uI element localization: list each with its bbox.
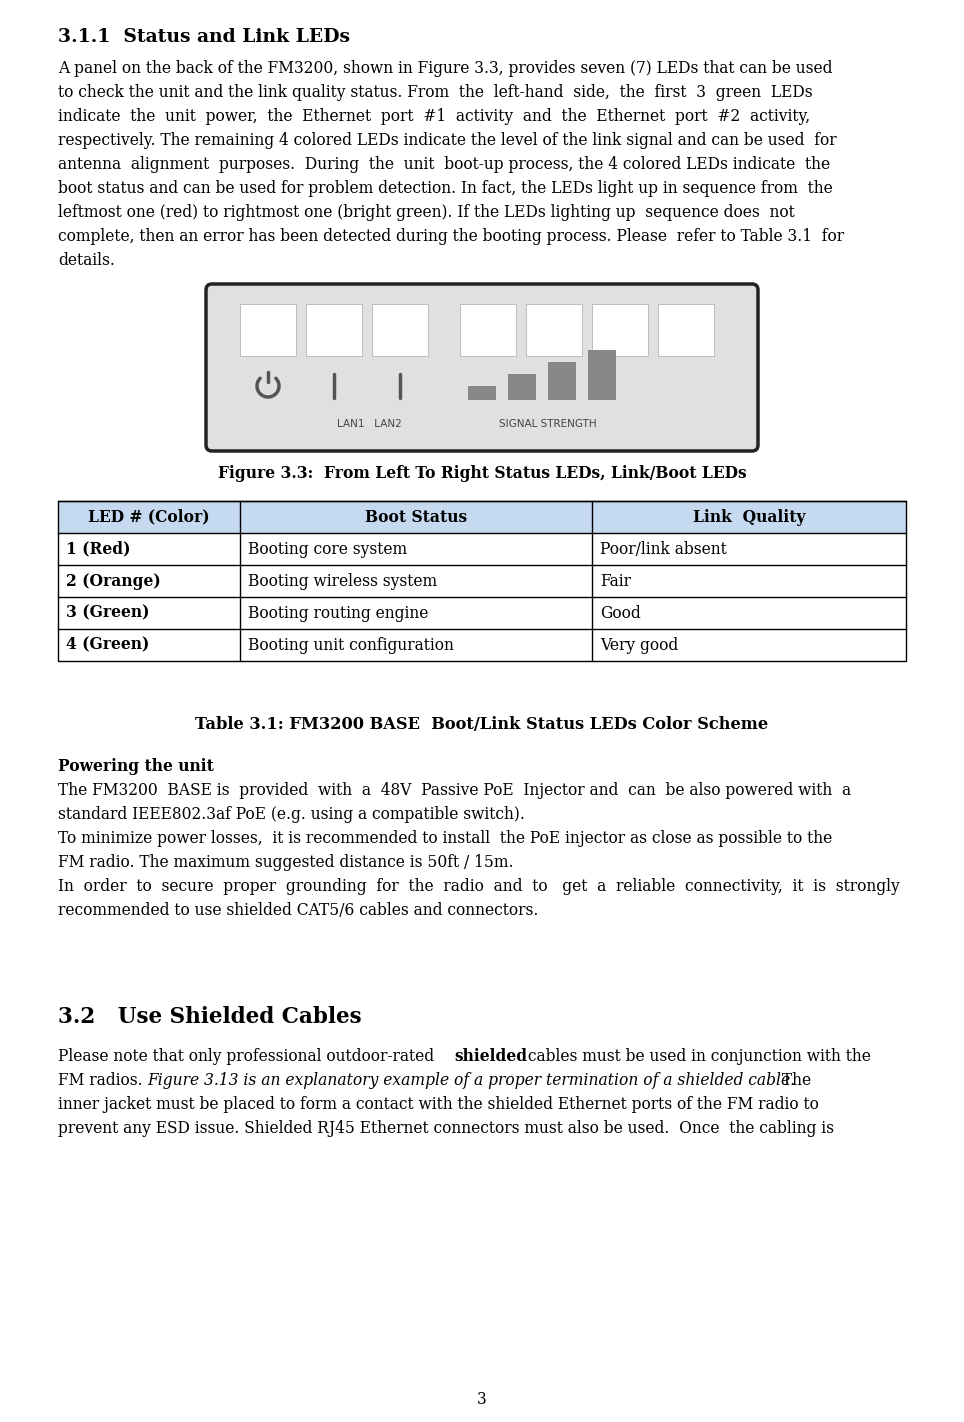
Bar [460, 304, 516, 356]
Text: to check the unit and the link quality status. From  the  left-hand  side,  the : to check the unit and the link quality s… [58, 84, 813, 101]
Bar [548, 363, 576, 400]
Text: Powering the unit: Powering the unit [58, 758, 214, 775]
Bar [508, 374, 536, 400]
Text: LED # (Color): LED # (Color) [89, 509, 210, 526]
Text: SIGNAL STRENGTH: SIGNAL STRENGTH [499, 419, 597, 429]
Text: Figure 3.3:  From Left To Right Status LEDs, Link/Boot LEDs: Figure 3.3: From Left To Right Status LE… [218, 465, 746, 482]
Text: leftmost one (red) to rightmost one (bright green). If the LEDs lighting up  seq: leftmost one (red) to rightmost one (bri… [58, 203, 794, 220]
Text: standard IEEE802.3af PoE (e.g. using a compatible switch).: standard IEEE802.3af PoE (e.g. using a c… [58, 806, 524, 823]
Text: 3.2   Use Shielded Cables: 3.2 Use Shielded Cables [58, 1005, 362, 1028]
FancyBboxPatch shape [206, 284, 758, 451]
Text: Figure 3.13 is an explanatory example of a proper termination of a shielded cabl: Figure 3.13 is an explanatory example of… [147, 1072, 795, 1089]
Bar [306, 304, 362, 356]
Bar [58, 501, 906, 661]
Text: respectively. The remaining 4 colored LEDs indicate the level of the link signal: respectively. The remaining 4 colored LE… [58, 132, 837, 149]
Bar [658, 304, 714, 356]
Text: Booting unit configuration: Booting unit configuration [249, 637, 454, 654]
Text: prevent any ESD issue. Shielded RJ45 Ethernet connectors must also be used.  Onc: prevent any ESD issue. Shielded RJ45 Eth… [58, 1121, 834, 1138]
Text: inner jacket must be placed to form a contact with the shielded Ethernet ports o: inner jacket must be placed to form a co… [58, 1096, 818, 1113]
Text: shielded: shielded [454, 1048, 527, 1065]
Bar [588, 350, 616, 400]
Bar [526, 304, 582, 356]
Bar [240, 304, 296, 356]
Text: cables must be used in conjunction with the: cables must be used in conjunction with … [522, 1048, 870, 1065]
Text: The: The [777, 1072, 812, 1089]
Text: Link  Quality: Link Quality [693, 509, 805, 526]
Text: FM radios.: FM radios. [58, 1072, 147, 1089]
Text: The FM3200  BASE is  provided  with  a  48V  Passive PoE  Injector and  can  be : The FM3200 BASE is provided with a 48V P… [58, 782, 851, 799]
Text: antenna  alignment  purposes.  During  the  unit  boot-up process, the 4 colored: antenna alignment purposes. During the u… [58, 156, 830, 173]
Text: Poor/link absent: Poor/link absent [601, 540, 727, 557]
Text: Booting wireless system: Booting wireless system [249, 573, 438, 590]
Text: 2 (Orange): 2 (Orange) [66, 573, 161, 590]
Text: 3 (Green): 3 (Green) [66, 604, 149, 621]
Text: 3.1.1  Status and Link LEDs: 3.1.1 Status and Link LEDs [58, 28, 350, 46]
Text: Booting core system: Booting core system [249, 540, 408, 557]
Text: To minimize power losses,  it is recommended to install  the PoE injector as clo: To minimize power losses, it is recommen… [58, 830, 832, 848]
Text: Good: Good [601, 604, 641, 621]
Text: Fair: Fair [601, 573, 631, 590]
Text: indicate  the  unit  power,  the  Ethernet  port  #1  activity  and  the  Ethern: indicate the unit power, the Ethernet po… [58, 108, 810, 125]
Text: Booting routing engine: Booting routing engine [249, 604, 429, 621]
Text: FM radio. The maximum suggested distance is 50ft / 15m.: FM radio. The maximum suggested distance… [58, 855, 514, 872]
Text: boot status and can be used for problem detection. In fact, the LEDs light up in: boot status and can be used for problem … [58, 181, 833, 198]
Text: complete, then an error has been detected during the booting process. Please  re: complete, then an error has been detecte… [58, 228, 844, 245]
Text: Table 3.1: FM3200 BASE  Boot/Link Status LEDs Color Scheme: Table 3.1: FM3200 BASE Boot/Link Status … [196, 717, 768, 732]
Bar [592, 304, 648, 356]
Text: 1 (Red): 1 (Red) [66, 540, 130, 557]
Text: recommended to use shielded CAT5/6 cables and connectors.: recommended to use shielded CAT5/6 cable… [58, 902, 538, 919]
Bar [58, 501, 906, 533]
Text: 4 (Green): 4 (Green) [66, 637, 149, 654]
Bar [468, 385, 496, 400]
Text: A panel on the back of the FM3200, shown in Figure 3.3, provides seven (7) LEDs : A panel on the back of the FM3200, shown… [58, 60, 833, 77]
Text: In  order  to  secure  proper  grounding  for  the  radio  and  to   get  a  rel: In order to secure proper grounding for … [58, 877, 899, 894]
Text: details.: details. [58, 252, 115, 269]
Text: Please note that only professional outdoor-rated: Please note that only professional outdo… [58, 1048, 439, 1065]
Text: LAN1   LAN2: LAN1 LAN2 [336, 419, 401, 429]
Text: Boot Status: Boot Status [365, 509, 468, 526]
Text: 3: 3 [477, 1392, 487, 1409]
Bar [372, 304, 428, 356]
Text: Very good: Very good [601, 637, 679, 654]
